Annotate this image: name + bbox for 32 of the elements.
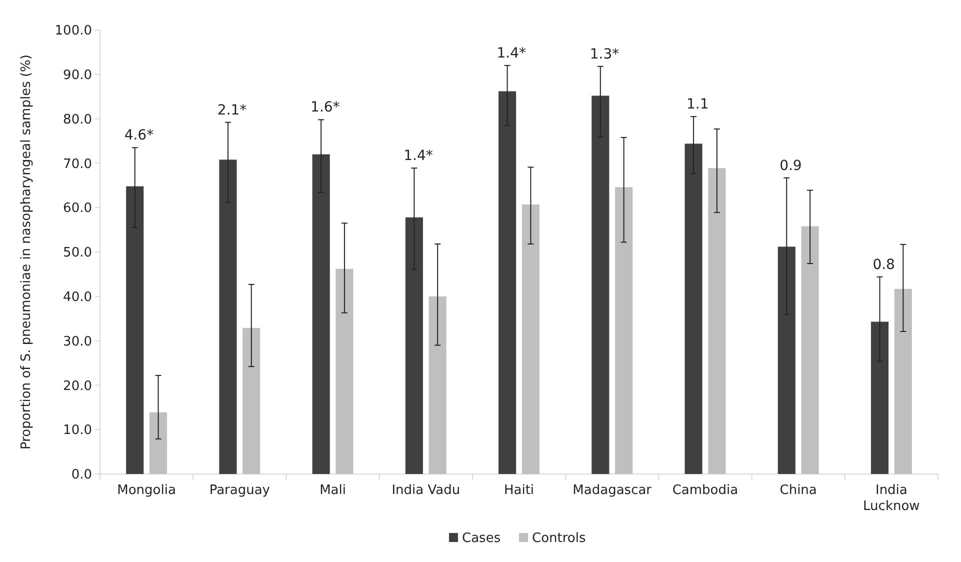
annotation: 0.9 <box>780 158 802 174</box>
annotation: 0.8 <box>872 256 895 273</box>
x-tick-label: Mongolia <box>117 483 176 498</box>
y-tick-label: 50.0 <box>63 246 92 261</box>
annotation: 1.4* <box>404 148 433 164</box>
legend-label: Cases <box>462 531 501 546</box>
annotation: 1.1 <box>686 96 709 113</box>
x-tick-label: Haiti <box>504 483 534 498</box>
y-tick-label: 70.0 <box>63 156 92 172</box>
y-tick-label: 100.0 <box>54 24 92 39</box>
y-tick-label: 80.0 <box>63 112 92 128</box>
legend-label: Controls <box>532 531 586 546</box>
y-tick-label: 0.0 <box>71 468 92 483</box>
annotation: 4.6* <box>124 128 154 144</box>
x-tick-label: Mali <box>320 483 346 498</box>
x-tick-label: Cambodia <box>672 483 738 498</box>
annotation: 1.3* <box>590 46 620 62</box>
y-tick-label: 60.0 <box>63 201 92 216</box>
y-tick-label: 10.0 <box>63 423 92 438</box>
x-tick-label: Madagascar <box>572 483 652 498</box>
x-tick-label: China <box>780 483 817 498</box>
y-tick-label: 90.0 <box>63 68 92 83</box>
annotation: 1.6* <box>310 100 340 116</box>
annotation: 1.4* <box>496 46 526 62</box>
y-tick-label: 40.0 <box>63 290 92 305</box>
y-tick-label: 20.0 <box>63 378 92 394</box>
x-tick-label: India Lucknow <box>863 483 920 514</box>
annotation: 2.1* <box>217 102 247 118</box>
x-tick-label: Paraguay <box>209 483 270 498</box>
x-tick-label: India Vadu <box>392 483 460 498</box>
y-axis-title: Proportion of S. pneumoniae in nasopharyngeal samples (%) <box>19 54 34 450</box>
y-tick-label: 30.0 <box>63 334 92 350</box>
